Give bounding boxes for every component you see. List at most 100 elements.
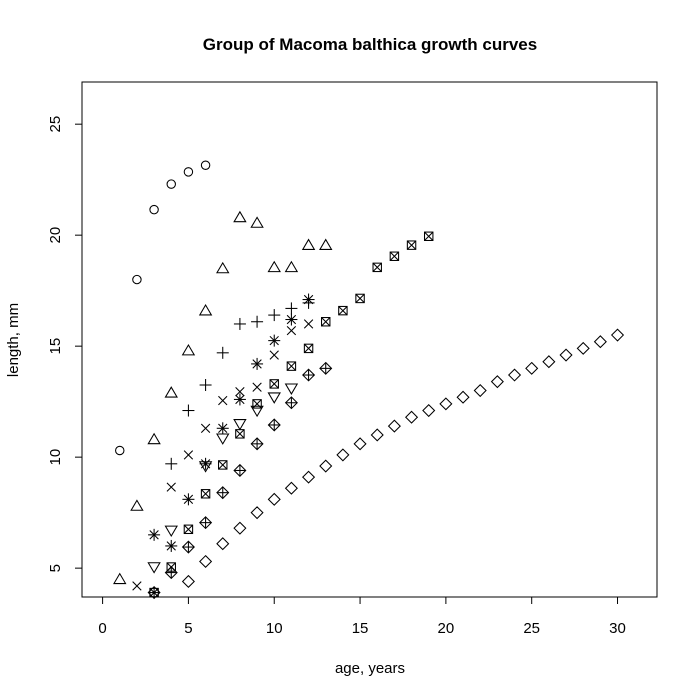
data-point-diamond (336, 448, 350, 462)
data-point-star (216, 422, 229, 435)
data-point-triangle-up (216, 261, 230, 274)
x-tick-label: 5 (184, 620, 192, 637)
data-point-diamond (593, 335, 607, 349)
data-point-triangle-up (267, 260, 281, 273)
data-point-diamond (576, 341, 590, 355)
data-point-triangle-down (267, 392, 281, 404)
data-point-plus (182, 404, 195, 417)
data-point-star (285, 313, 298, 326)
data-point-diamond (302, 470, 316, 484)
data-point-diamond (284, 481, 298, 495)
x-tick-label: 30 (609, 620, 626, 637)
data-point-diamond-plus (181, 540, 195, 554)
data-point-diamond (542, 355, 556, 369)
data-point-triangle-up (233, 210, 247, 223)
data-point-triangle-down (147, 562, 161, 574)
x-tick-label: 15 (352, 620, 369, 637)
data-point-plus (165, 457, 178, 470)
data-point-cross (286, 325, 297, 336)
data-point-triangle-up (130, 499, 144, 511)
data-point-star (148, 528, 161, 541)
data-point-triangle-up (284, 260, 299, 273)
data-point-circle (200, 160, 211, 170)
data-point-cross (252, 382, 262, 392)
data-point-diamond (422, 403, 436, 418)
chart-title: Group of Macoma balthica growth curves (203, 35, 537, 54)
data-point-cross (218, 395, 228, 406)
x-axis: 0 5 10 15 20 25 30 (98, 596, 626, 637)
data-point-diamond (319, 459, 333, 473)
plot-frame (81, 81, 658, 598)
data-point-diamond-plus (267, 418, 281, 432)
data-point-triangle-up (164, 386, 178, 398)
y-tick-label: 15 (47, 338, 64, 355)
x-tick-label: 10 (266, 620, 283, 637)
data-point-circle (183, 167, 194, 177)
data-point-diamond (370, 428, 384, 442)
x-tick-label: 25 (523, 620, 540, 637)
data-point-diamond (387, 419, 401, 433)
y-axis-label: length, mm (5, 303, 22, 377)
data-point-cross (183, 450, 194, 460)
data-point-square-cross (372, 262, 382, 273)
data-point-diamond-plus (284, 396, 298, 410)
x-axis-label: age, years (335, 660, 405, 677)
data-point-square-cross (406, 240, 417, 250)
data-point-diamond (181, 574, 195, 589)
data-point-plus (233, 317, 246, 330)
data-point-diamond-plus (233, 463, 247, 478)
data-point-diamond (610, 328, 625, 342)
data-point-diamond (456, 390, 470, 404)
data-point-triangle-down (216, 433, 230, 445)
data-point-square-cross (149, 587, 159, 598)
data-point-diamond-plus (319, 361, 333, 375)
y-tick-label: 10 (47, 449, 64, 466)
data-point-star (251, 357, 264, 370)
data-point-square-cross (269, 379, 279, 389)
data-point-plus (216, 346, 229, 359)
data-point-triangle-up (113, 572, 127, 585)
data-point-triangle-down (164, 525, 178, 538)
y-tick-label: 5 (47, 564, 64, 572)
data-point-star (302, 293, 315, 306)
data-point-star (268, 334, 281, 347)
data-point-plus (199, 379, 212, 392)
data-point-cross (166, 482, 176, 492)
data-point-diamond (439, 397, 453, 411)
data-point-plus (268, 309, 281, 322)
data-point-triangle-up (319, 238, 333, 250)
data-point-diamond (267, 492, 281, 506)
data-point-diamond (473, 384, 487, 398)
data-point-triangle-down (284, 383, 299, 395)
y-axis: 5 10 15 20 25 (47, 116, 83, 572)
data-point-cross (269, 350, 279, 360)
x-tick-label: 0 (98, 620, 106, 637)
data-point-square-cross (423, 231, 434, 242)
x-tick-label: 20 (438, 620, 455, 637)
data-point-circle (149, 204, 159, 215)
data-point-triangle-down (233, 419, 247, 431)
data-point-square-cross (252, 399, 262, 409)
data-point-diamond (353, 437, 367, 451)
data-point-diamond (216, 537, 230, 551)
data-point-triangle-up (198, 304, 213, 316)
data-point-cross (235, 386, 245, 397)
data-point-diamond (525, 361, 539, 375)
data-point-square-cross (321, 317, 331, 327)
data-point-square-cross (338, 305, 348, 316)
data-point-diamond (559, 348, 573, 362)
data-point-cross (200, 423, 211, 433)
data-point-diamond (250, 506, 264, 520)
data-point-square-cross (389, 251, 400, 261)
data-point-square-cross (303, 343, 314, 354)
data-point-circle (132, 274, 142, 285)
data-point-plus (251, 315, 264, 328)
data-point-diamond (199, 554, 213, 569)
data-point-diamond-plus (250, 437, 264, 451)
y-tick-label: 25 (47, 116, 64, 133)
data-point-diamond-plus (199, 516, 213, 530)
data-point-triangle-up (301, 238, 316, 250)
data-point-star (199, 457, 212, 470)
data-point-square-cross (235, 429, 245, 439)
